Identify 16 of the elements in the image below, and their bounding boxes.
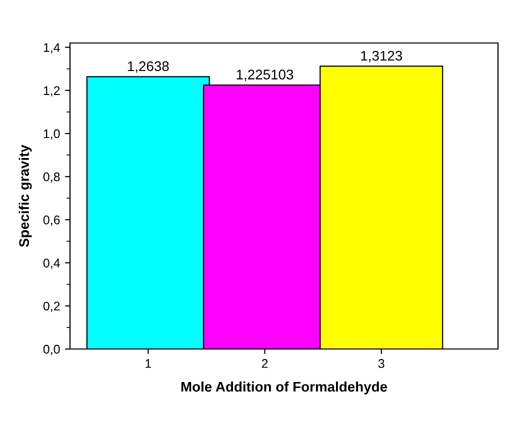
y-tick-label: 0,6 — [43, 216, 60, 226]
y-tick-label: 1,4 — [44, 43, 60, 54]
y-tick-label: 0,8 — [43, 172, 60, 183]
data-label: 1,3123 — [361, 50, 402, 62]
y-tick-label: 0,2 — [43, 302, 60, 312]
x-tick-label: 2 — [262, 359, 268, 368]
y-tick-label: 0,0 — [43, 344, 60, 356]
data-label: 1,2638 — [128, 61, 169, 73]
y-axis-title: Specific gravity — [18, 144, 32, 247]
y-tick-label: 0,4 — [43, 258, 60, 269]
data-label: 1,225103 — [236, 70, 294, 82]
x-tick-label: 1 — [146, 359, 151, 368]
y-tick-label: 1,0 — [44, 129, 60, 140]
x-axis-title: Mole Addition of Formaldehyde — [181, 381, 388, 394]
x-tick-label: 3 — [378, 359, 384, 368]
y-tick-label: 1,2 — [44, 86, 60, 97]
